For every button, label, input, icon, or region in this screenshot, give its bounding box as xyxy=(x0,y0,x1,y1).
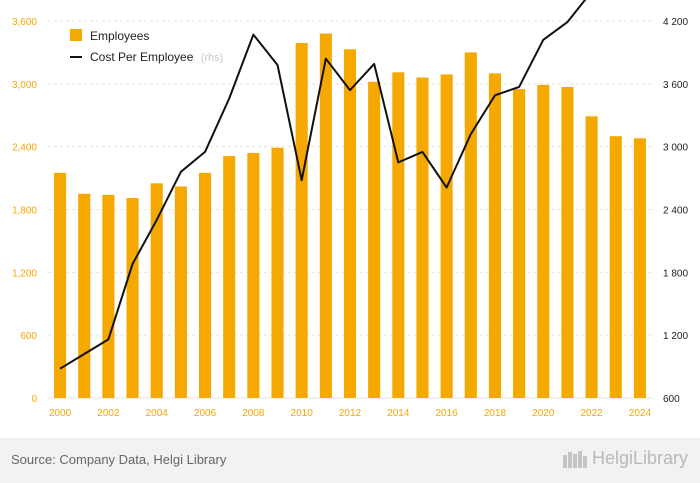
x-tick-label: 2014 xyxy=(387,408,410,419)
x-tick-label: 2006 xyxy=(194,408,217,419)
left-tick-label: 3,600 xyxy=(12,17,37,28)
bar-2014 xyxy=(392,72,405,398)
right-tick-label: 1 800 xyxy=(663,268,688,279)
left-tick-label: 0 xyxy=(31,394,37,405)
bar-2016 xyxy=(440,74,453,399)
left-tick-label: 1,800 xyxy=(12,206,37,217)
bar-2001 xyxy=(78,193,91,398)
bar-2004 xyxy=(150,183,163,398)
combo-chart: 0 600 1,200 1,800 2,400 3,000 3,600 600 1 200 1 … xyxy=(12,0,688,419)
bar-2020 xyxy=(537,84,550,398)
x-tick-label: 2022 xyxy=(580,408,603,419)
x-tick-label: 2018 xyxy=(484,408,507,419)
legend-label-cost: Cost Per Employee (rhs) xyxy=(90,50,223,64)
right-tick-label: 4 200 xyxy=(663,17,688,28)
x-tick-label: 2024 xyxy=(629,408,652,419)
legend-label-cost-name: Cost Per Employee xyxy=(90,50,194,64)
helgi-library-logo: HelgiLibrary xyxy=(562,448,688,469)
left-tick-label: 2,400 xyxy=(12,143,37,154)
bar-2012 xyxy=(343,49,357,399)
left-tick-label: 600 xyxy=(20,331,37,342)
right-tick-label: 600 xyxy=(663,394,680,405)
bar-2007 xyxy=(223,156,236,398)
library-icon xyxy=(562,450,587,468)
left-tick-label: 1,200 xyxy=(12,268,37,279)
bar-2009 xyxy=(271,147,284,398)
legend-label-cost-rhs: (rhs) xyxy=(201,52,224,64)
x-tick-label: 2012 xyxy=(339,408,362,419)
bar-2024 xyxy=(633,138,646,399)
right-axis-ticks: 600 1 200 1 800 2 400 3 000 3 600 4 200 xyxy=(663,17,688,405)
x-tick-label: 2004 xyxy=(146,408,169,419)
employee-bars xyxy=(54,33,646,399)
x-tick-label: 2016 xyxy=(436,408,459,419)
legend-label-employees: Employees xyxy=(90,29,149,43)
bar-2011 xyxy=(319,33,332,399)
bar-2002 xyxy=(102,194,115,398)
cost-line xyxy=(59,0,587,370)
bar-2000 xyxy=(54,172,67,398)
legend-swatch-employees xyxy=(70,29,82,41)
bar-2013 xyxy=(368,81,381,398)
footer: Source: Company Data, Helgi Library Helg… xyxy=(0,438,700,483)
x-tick-label: 2010 xyxy=(291,408,314,419)
right-tick-label: 3 600 xyxy=(663,80,688,91)
bar-2023 xyxy=(609,136,622,398)
x-tick-label: 2000 xyxy=(49,408,72,419)
right-tick-label: 3 000 xyxy=(663,143,688,154)
right-tick-label: 2 400 xyxy=(663,206,688,217)
right-tick-label: 1 200 xyxy=(663,331,688,342)
left-tick-label: 3,000 xyxy=(12,80,37,91)
bar-2003 xyxy=(126,197,139,398)
bar-2015 xyxy=(416,77,429,399)
bar-2021 xyxy=(561,86,574,398)
x-axis-ticks: 2000 2002 2004 2006 2008 2010 2012 2014 2016 2018… xyxy=(49,408,652,419)
left-axis-ticks: 0 600 1,200 1,800 2,400 3,000 3,600 xyxy=(12,17,37,405)
logo-text: HelgiLibrary xyxy=(591,448,688,468)
x-tick-label: 2008 xyxy=(242,408,265,419)
bar-2018 xyxy=(488,73,501,398)
bar-2022 xyxy=(585,116,598,398)
bar-2010 xyxy=(295,42,308,398)
legend: Employees Cost Per Employee (rhs) xyxy=(70,29,223,64)
bar-2017 xyxy=(464,52,477,399)
bar-2006 xyxy=(199,172,212,398)
x-tick-label: 2002 xyxy=(97,408,120,419)
bar-2005 xyxy=(174,186,187,398)
bar-2008 xyxy=(247,152,260,398)
bar-2019 xyxy=(513,89,526,398)
source-note: Source: Company Data, Helgi Library xyxy=(11,452,227,467)
cost-per-employee-line xyxy=(59,0,587,370)
x-tick-label: 2020 xyxy=(532,408,555,419)
